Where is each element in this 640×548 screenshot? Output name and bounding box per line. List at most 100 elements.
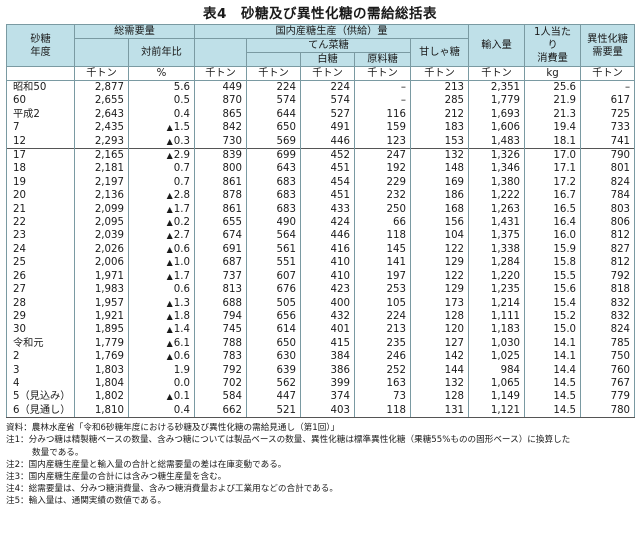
cane-cell: 132 — [409, 148, 470, 163]
imports-value: 1,025 — [490, 351, 521, 363]
header-domestic: 国内産糖生産（供給）量 — [193, 24, 470, 39]
beet-cell: 569 — [246, 134, 301, 149]
imports-cell: 1,030 — [468, 336, 526, 351]
yoy-cell: 0.5 — [128, 94, 195, 108]
cane-cell: 168 — [409, 202, 470, 217]
header-year: 砂糖 年度 — [6, 24, 75, 67]
cane-cell: 213 — [409, 80, 470, 95]
raw-cell: – — [354, 80, 411, 95]
yoy-value: 1.9 — [173, 364, 190, 376]
percap-value: 16.0 — [553, 230, 577, 242]
domestic-cell: 870 — [194, 94, 247, 108]
cane-value: 104 — [444, 230, 465, 242]
domestic-value: 788 — [222, 337, 242, 349]
imports-value: 1,065 — [490, 377, 521, 389]
table-row: 21 2,099 ▲1.7 861 683 433 250 168 1,263 16.5 803 — [6, 202, 636, 217]
white-cell: 386 — [300, 363, 355, 377]
table-row: 26 1,971 ▲1.7 737 607 410 197 122 1,220 15.5 792 — [6, 269, 636, 284]
raw-value: – — [400, 82, 406, 93]
percap-value: 14.1 — [553, 351, 577, 363]
white-value: 403 — [330, 404, 350, 416]
percap-cell: 21.3 — [524, 107, 582, 122]
table-body: 昭和50 2,877 5.6 449 224 224–213 2,351 25.6–60 2,6… — [6, 80, 636, 419]
hfcs-cell: 792 — [580, 269, 636, 284]
hfcs-value: 741 — [610, 135, 631, 147]
cane-value: 173 — [444, 297, 465, 309]
unit-cell: 千トン — [409, 66, 470, 81]
imports-value: 1,431 — [490, 217, 521, 229]
percap-cell: 19.4 — [524, 121, 582, 135]
raw-value: 252 — [386, 364, 406, 376]
raw-value: 224 — [386, 310, 406, 322]
cane-value: 183 — [444, 122, 465, 134]
yoy-value: 5.6 — [173, 82, 190, 93]
demand-cell: 2,039 — [74, 229, 129, 243]
white-cell: 432 — [300, 309, 355, 324]
white-cell: 451 — [300, 162, 355, 176]
white-value: 454 — [330, 176, 350, 188]
domestic-value: 745 — [222, 324, 242, 336]
cane-cell: 131 — [409, 403, 470, 419]
table-row: 23 2,039 ▲2.7 674 564 446 118 104 1,375 16.0 812 — [6, 229, 636, 243]
white-value: 452 — [330, 150, 350, 162]
cane-cell: 129 — [409, 256, 470, 270]
raw-cell: 73 — [354, 390, 411, 404]
percap-value: 16.4 — [553, 217, 577, 229]
beet-value: 656 — [276, 310, 296, 322]
negative-marker: ▲ — [166, 218, 173, 228]
beet-value: 614 — [276, 324, 296, 336]
domestic-cell: 865 — [194, 107, 247, 122]
raw-value: 250 — [386, 203, 406, 215]
note-line: 注4：総需要量は、分みつ糖消費量、含みつ糖消費量および工業用などの合計である。 — [6, 484, 338, 495]
domestic-cell: 674 — [194, 229, 247, 243]
percap-cell: 16.7 — [524, 189, 582, 203]
table-row: 7 2,435 ▲1.5 842 650 491 159 183 1,606 19.4 733 — [6, 121, 636, 135]
notes: 資料：農林水産省「令和6砂糖年度における砂糖及び異性化糖の需給見通し（第1回）」… — [6, 422, 634, 507]
year-cell: 2 — [6, 350, 75, 364]
percap-cell: 14.5 — [524, 376, 582, 391]
header-demand-blank — [74, 38, 129, 67]
table-row: 5（見込み） 1,802 ▲0.1 584 447 374 73 128 1,149 14.5 77… — [6, 390, 636, 404]
year-cell: 7 — [6, 121, 75, 135]
negative-marker: ▲ — [166, 136, 173, 146]
imports-cell: 1,149 — [468, 390, 526, 404]
percap-value: 16.5 — [553, 203, 577, 215]
cane-cell: 104 — [409, 229, 470, 243]
white-value: 386 — [330, 364, 350, 376]
demand-value: 1,769 — [94, 351, 124, 363]
imports-cell: 1,183 — [468, 323, 526, 337]
domestic-value: 839 — [222, 150, 242, 162]
demand-value: 1,971 — [94, 270, 124, 282]
yoy-value: 0.4 — [173, 108, 190, 120]
imports-value: 1,326 — [490, 150, 521, 162]
cane-value: 131 — [444, 404, 465, 416]
raw-value: 246 — [386, 351, 406, 363]
hfcs-value: 792 — [610, 270, 631, 282]
hfcs-value: 832 — [610, 310, 631, 322]
demand-value: 2,095 — [94, 217, 124, 229]
cane-value: 168 — [444, 203, 465, 215]
white-cell: 374 — [300, 390, 355, 404]
domestic-value: 702 — [222, 377, 242, 389]
domestic-value: 662 — [222, 404, 242, 416]
yoy-value: 0.3 — [173, 135, 190, 147]
domestic-cell: 655 — [194, 216, 247, 230]
beet-cell: 650 — [246, 121, 301, 135]
beet-value: 490 — [276, 217, 296, 229]
imports-cell: 1,346 — [468, 162, 526, 176]
table-row: 30 1,895 ▲1.4 745 614 401 213 120 1,183 15.0 824 — [6, 323, 636, 337]
note-line: 注3：国内産糖生産量の合計には含みつ糖生産量を含む。 — [6, 471, 227, 482]
domestic-cell: 800 — [194, 162, 247, 176]
raw-cell: 224 — [354, 309, 411, 324]
header-beet-blank — [246, 52, 301, 67]
imports-cell: 1,693 — [468, 107, 526, 122]
demand-cell: 2,197 — [74, 175, 129, 190]
unit-cell: 千トン — [354, 66, 411, 81]
demand-cell: 1,810 — [74, 403, 129, 419]
beet-cell: 676 — [246, 283, 301, 297]
domestic-cell: 861 — [194, 202, 247, 217]
demand-value: 2,026 — [94, 243, 124, 255]
imports-value: 2,351 — [490, 82, 521, 93]
white-cell: 433 — [300, 202, 355, 217]
white-cell: 410 — [300, 256, 355, 270]
